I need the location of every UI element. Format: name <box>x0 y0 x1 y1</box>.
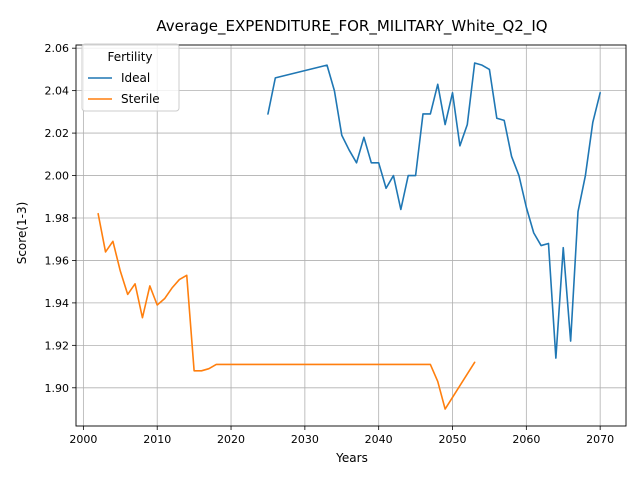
y-axis-label: Score(1-3) <box>15 202 29 265</box>
y-tick-label: 2.02 <box>45 127 70 140</box>
x-tick-label: 2050 <box>439 433 467 446</box>
grid <box>76 45 626 426</box>
x-tick-label: 2030 <box>291 433 319 446</box>
x-tick-label: 2020 <box>217 433 245 446</box>
legend: Fertility Ideal Sterile <box>81 43 180 112</box>
y-axis-ticks: 1.90 1.92 1.94 1.96 1.98 2.00 2.02 2.04 2.06 <box>45 42 76 395</box>
y-tick-label: 2.04 <box>45 85 70 98</box>
y-tick-label: 2.00 <box>45 170 70 183</box>
legend-title: Fertility <box>107 50 152 64</box>
x-tick-label: 2010 <box>143 433 171 446</box>
x-tick-label: 2000 <box>69 433 97 446</box>
x-tick-label: 2060 <box>512 433 540 446</box>
legend-entries: Ideal Sterile <box>88 71 160 106</box>
y-tick-label: 2.06 <box>45 42 70 55</box>
series-line-sterile <box>97 212 476 410</box>
series-line-ideal <box>267 62 601 359</box>
y-tick-label: 1.96 <box>45 254 70 267</box>
y-tick-label: 1.98 <box>45 212 70 225</box>
y-tick-label: 1.90 <box>45 382 70 395</box>
x-tick-label: 2040 <box>365 433 393 446</box>
legend-label-ideal: Ideal <box>121 71 150 85</box>
x-tick-label: 2070 <box>586 433 614 446</box>
axes-frame <box>75 44 627 427</box>
chart-title: Average_EXPENDITURE_FOR_MILITARY_White_Q… <box>156 17 547 36</box>
legend-box <box>81 43 180 112</box>
x-axis-label: Years <box>335 451 368 465</box>
legend-label-sterile: Sterile <box>121 92 160 106</box>
x-axis-ticks: 2000 2010 2020 2030 2040 2050 2060 2070 <box>69 426 614 446</box>
y-tick-label: 1.94 <box>45 297 70 310</box>
y-tick-label: 1.92 <box>45 339 70 352</box>
series-lines <box>97 62 601 410</box>
